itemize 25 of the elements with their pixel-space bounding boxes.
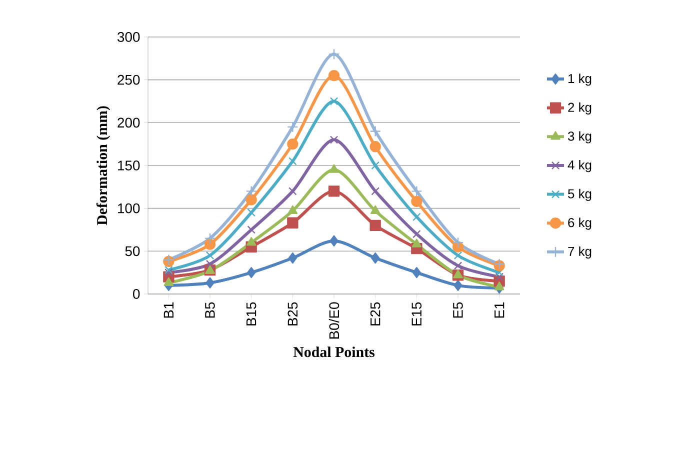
legend-label: 2 kg (568, 102, 592, 114)
x-tick-label: B25 (288, 302, 298, 326)
legend-label: 1 kg (568, 74, 592, 86)
x-tick-label: E25 (370, 302, 380, 326)
x-tick-label: B0/E0 (328, 302, 340, 339)
y-tick-label: 50 (125, 246, 140, 256)
x-tick-label: E15 (412, 302, 422, 326)
x-tick-label: E5 (453, 302, 463, 318)
y-tick-label: 100 (118, 203, 140, 214)
x-tick-label: B15 (246, 302, 256, 326)
x-axis-title: Nodal Points (293, 346, 375, 358)
legend-label: 7 kg (568, 246, 592, 259)
x-tick-label: E1 (494, 302, 504, 318)
x-tick-label: B5 (205, 302, 215, 318)
legend-label: 5 kg (568, 188, 592, 201)
y-tick-label: 150 (118, 160, 140, 170)
legend-label: 4 kg (568, 160, 592, 172)
legend-label: 6 kg (568, 218, 592, 230)
y-tick-label: 250 (118, 74, 140, 85)
legend-label: 3 kg (568, 131, 592, 144)
y-tick-label: 300 (117, 32, 140, 42)
x-tick-label: B1 (164, 302, 174, 318)
y-tick-label: 200 (118, 118, 140, 128)
y-axis-title: Deformation (mm) (96, 106, 110, 226)
y-tick-label: 0 (133, 289, 140, 299)
